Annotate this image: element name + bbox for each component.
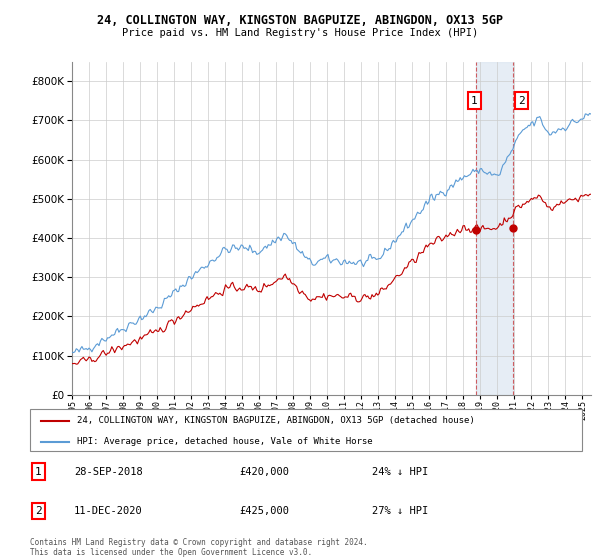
Text: 1: 1 [471,96,478,106]
Text: 24, COLLINGTON WAY, KINGSTON BAGPUIZE, ABINGDON, OX13 5GP: 24, COLLINGTON WAY, KINGSTON BAGPUIZE, A… [97,14,503,27]
Text: 28-SEP-2018: 28-SEP-2018 [74,467,143,477]
Bar [476,62,513,395]
Text: £420,000: £420,000 [240,467,290,477]
Text: Contains HM Land Registry data © Crown copyright and database right 2024.
This d: Contains HM Land Registry data © Crown c… [30,538,368,557]
Text: 1: 1 [35,467,41,477]
Text: HPI: Average price, detached house, Vale of White Horse: HPI: Average price, detached house, Vale… [77,437,373,446]
Text: 2: 2 [35,506,41,516]
Text: Price paid vs. HM Land Registry's House Price Index (HPI): Price paid vs. HM Land Registry's House … [122,28,478,38]
Text: 24% ↓ HPI: 24% ↓ HPI [372,467,428,477]
Text: 11-DEC-2020: 11-DEC-2020 [74,506,143,516]
Text: 2: 2 [518,96,525,106]
Text: £425,000: £425,000 [240,506,290,516]
Text: 27% ↓ HPI: 27% ↓ HPI [372,506,428,516]
FancyBboxPatch shape [30,409,582,451]
Text: 24, COLLINGTON WAY, KINGSTON BAGPUIZE, ABINGDON, OX13 5GP (detached house): 24, COLLINGTON WAY, KINGSTON BAGPUIZE, A… [77,416,475,425]
